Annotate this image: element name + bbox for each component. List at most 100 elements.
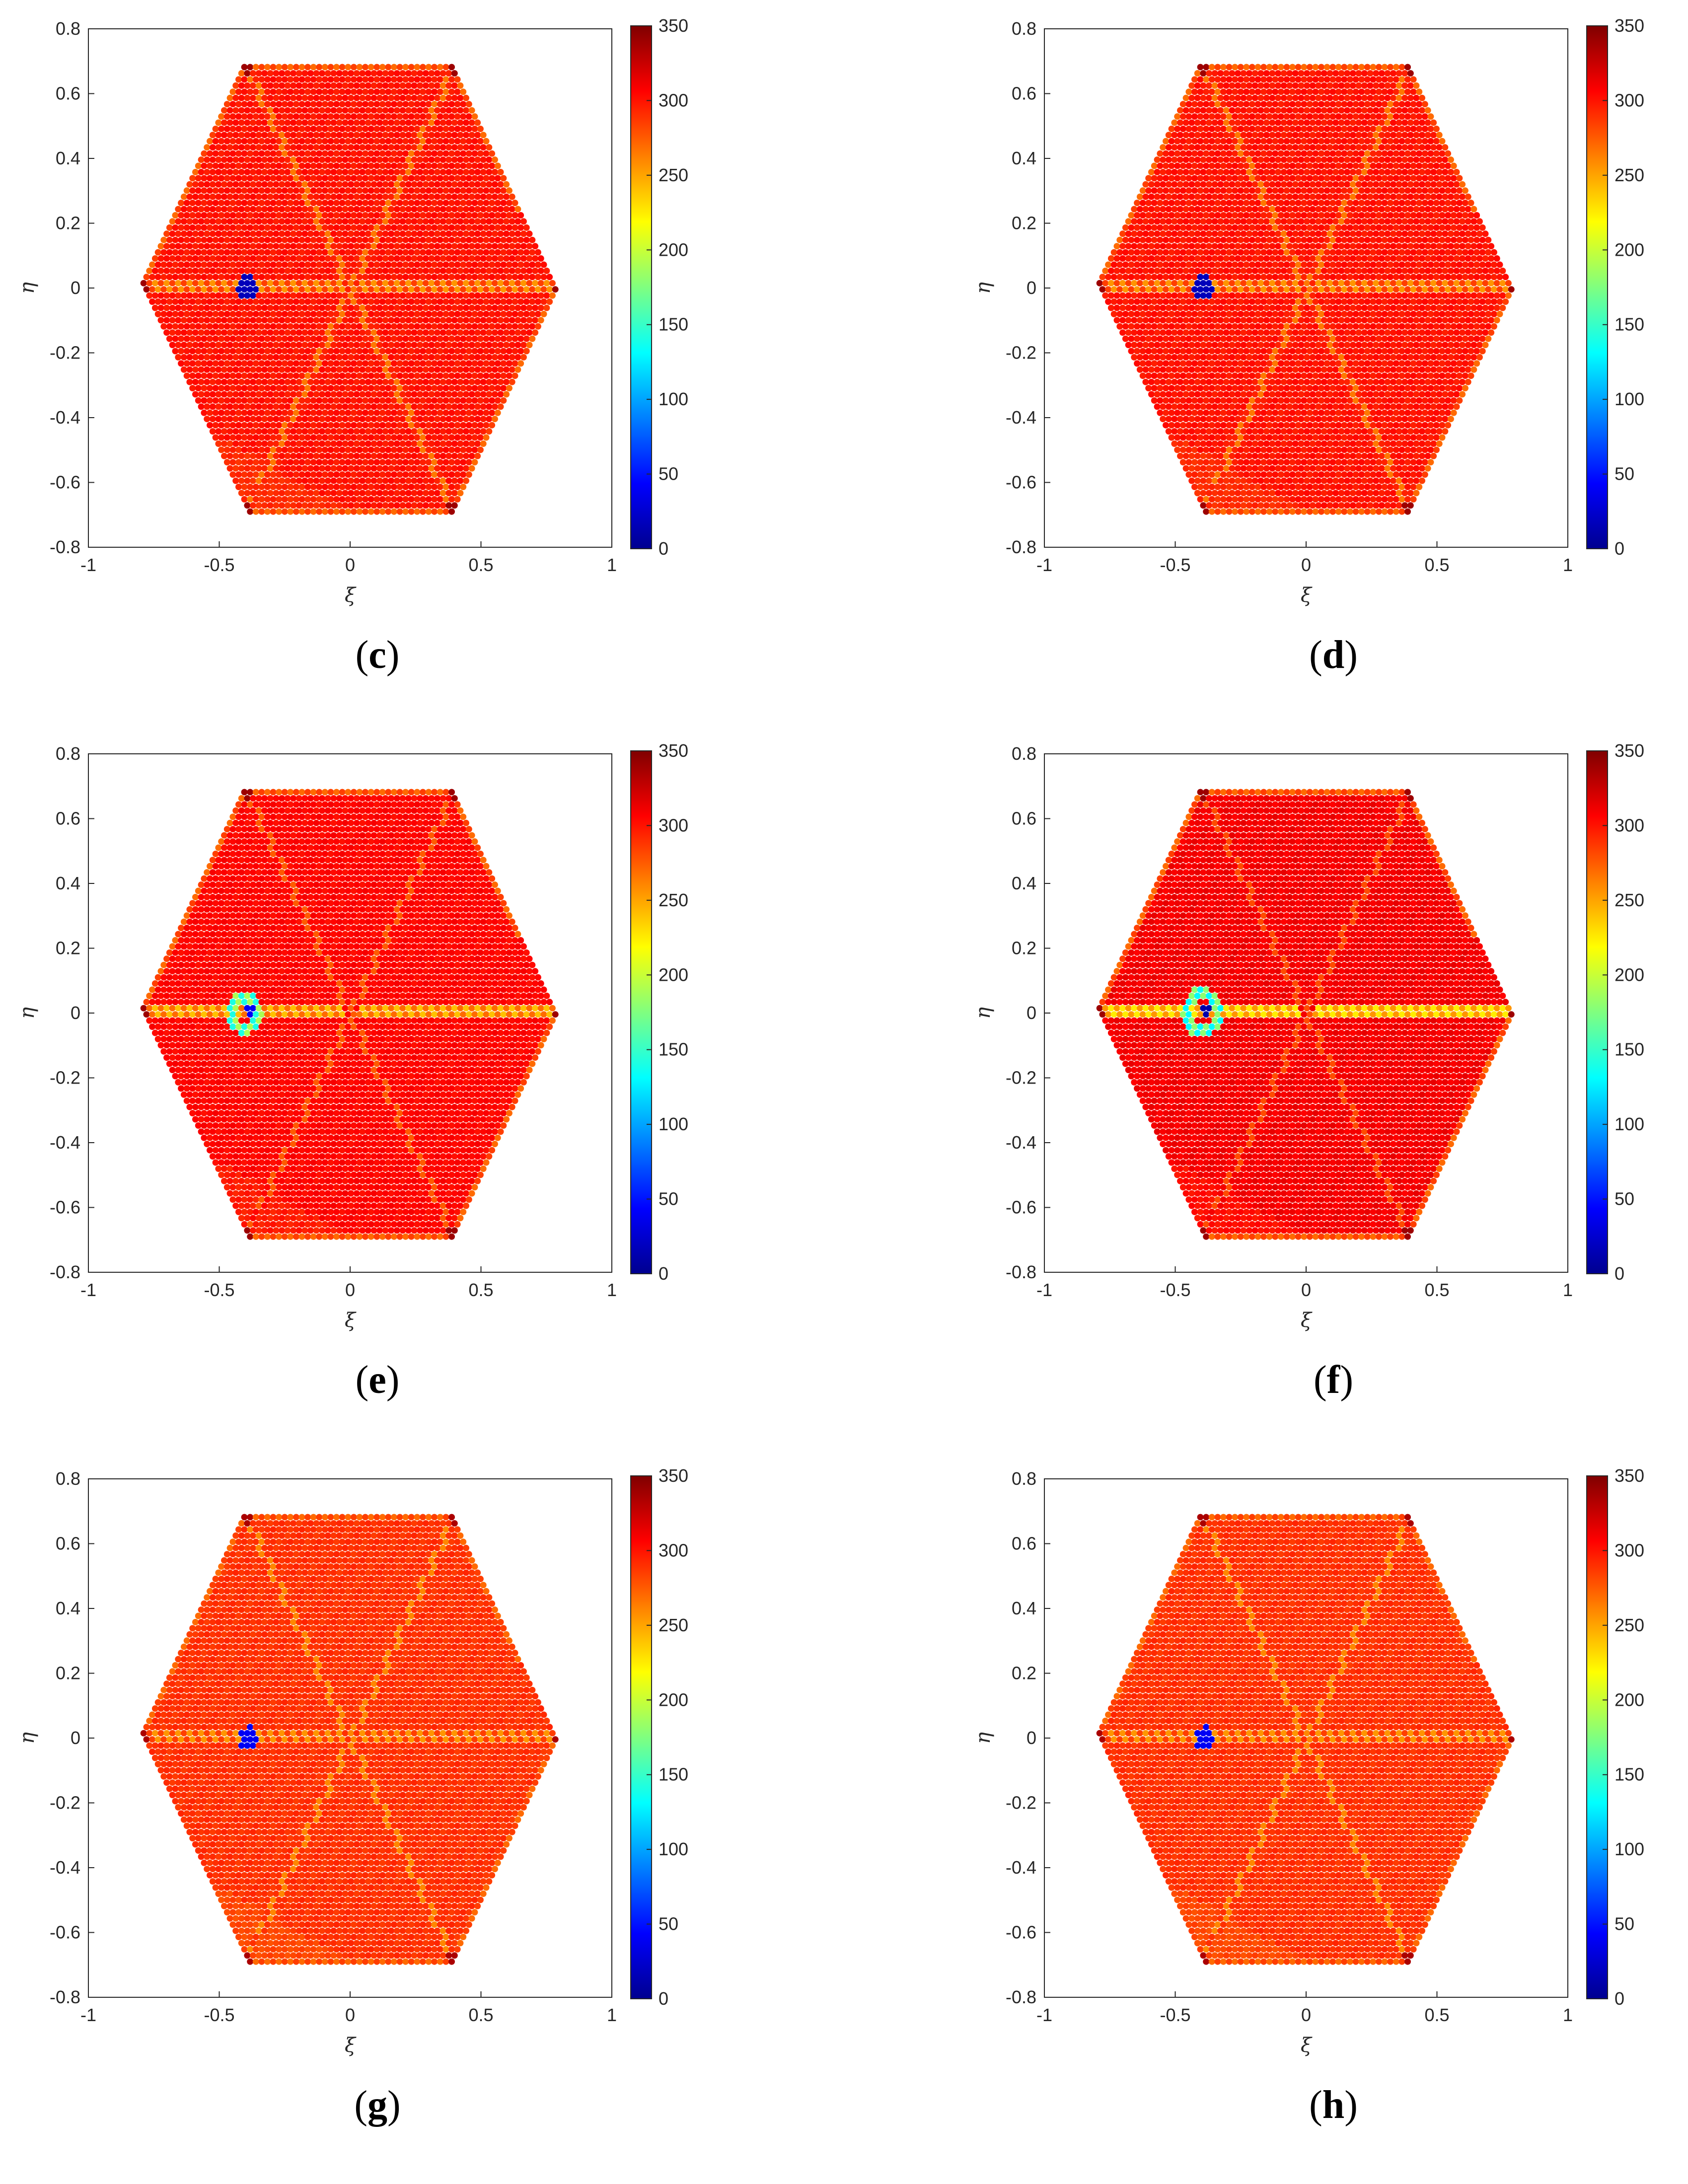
heatmap-cell: [256, 366, 262, 373]
heatmap-cell: [405, 317, 412, 323]
heatmap-cell: [423, 478, 429, 484]
heatmap-cell: [354, 194, 360, 200]
heatmap-cell: [270, 249, 277, 256]
heatmap-cell: [362, 422, 368, 429]
heatmap-cell: [373, 224, 380, 231]
heatmap-cell: [307, 218, 314, 224]
heatmap-cell: [371, 181, 377, 188]
heatmap-cell: [1241, 453, 1247, 459]
heatmap-cell: [399, 280, 406, 287]
heatmap-cell: [428, 194, 435, 200]
heatmap-cell: [428, 366, 435, 373]
heatmap-cell: [1252, 379, 1258, 385]
heatmap-cell: [471, 286, 478, 292]
heatmap-cell: [448, 262, 455, 268]
heatmap-cell: [428, 342, 435, 348]
heatmap-cell: [1376, 435, 1382, 441]
heatmap-cell: [405, 194, 412, 200]
heatmap-cell: [428, 354, 435, 361]
heatmap-cell: [1382, 459, 1388, 465]
heatmap-cell: [1396, 502, 1402, 509]
heatmap-cell: [273, 416, 279, 422]
heatmap-cell: [486, 329, 492, 336]
heatmap-cell: [1307, 410, 1313, 416]
heatmap-cell: [1407, 465, 1414, 472]
heatmap-cell: [426, 422, 432, 429]
heatmap-cell: [235, 126, 242, 132]
heatmap-cell: [414, 175, 420, 181]
heatmap-cell: [273, 82, 279, 89]
heatmap-cell: [402, 446, 409, 453]
heatmap-cell: [224, 126, 230, 132]
heatmap-cell: [362, 175, 368, 181]
heatmap-cell: [426, 311, 432, 317]
heatmap-cell: [282, 138, 288, 145]
heatmap-cell: [322, 163, 328, 169]
heatmap-cell: [250, 305, 256, 311]
heatmap-cell: [241, 150, 248, 157]
heatmap-cell: [1404, 397, 1411, 404]
heatmap-cell: [1427, 435, 1434, 441]
heatmap-cell: [371, 416, 377, 422]
heatmap-cell: [1180, 459, 1186, 465]
heatmap-cell: [322, 323, 328, 330]
heatmap-cell: [238, 478, 245, 484]
heatmap-cell: [414, 385, 420, 391]
heatmap-cell: [460, 237, 466, 243]
heatmap-cell: [394, 169, 400, 175]
heatmap-cell: [238, 206, 245, 213]
heatmap-cell: [405, 305, 412, 311]
heatmap-cell: [232, 156, 239, 163]
heatmap-cell: [1183, 453, 1189, 459]
heatmap-cell: [1301, 471, 1307, 478]
heatmap-cell: [175, 317, 181, 323]
heatmap-cell: [414, 336, 420, 342]
heatmap-cell: [290, 156, 296, 163]
heatmap-cell: [301, 120, 308, 126]
heatmap-cell: [172, 298, 179, 305]
heatmap-cell: [261, 218, 268, 224]
heatmap-cell: [198, 391, 205, 398]
heatmap-cell: [330, 354, 337, 361]
heatmap-cell: [394, 280, 400, 287]
heatmap-cell: [310, 200, 317, 206]
heatmap-cell: [408, 435, 415, 441]
heatmap-cell: [1203, 446, 1209, 453]
heatmap-cell: [1275, 391, 1281, 398]
heatmap-cell: [253, 372, 259, 379]
heatmap-cell: [270, 298, 277, 305]
heatmap-cell: [391, 446, 397, 453]
heatmap-cell: [1212, 502, 1218, 509]
heatmap-cell: [287, 311, 294, 317]
heatmap-cell: [351, 435, 357, 441]
heatmap-cell: [215, 403, 221, 410]
heatmap-cell: [273, 379, 279, 385]
heatmap-cell: [399, 440, 406, 447]
heatmap-cell: [201, 200, 207, 206]
heatmap-cell: [460, 446, 466, 453]
heatmap-cell: [178, 360, 184, 366]
heatmap-cell: [244, 317, 250, 323]
heatmap-cell: [382, 379, 389, 385]
heatmap-cell: [408, 163, 415, 169]
heatmap-cell: [509, 243, 515, 249]
heatmap-cell: [267, 478, 274, 484]
heatmap-cell: [431, 484, 438, 490]
heatmap-cell: [296, 206, 302, 213]
heatmap-cell: [250, 490, 256, 496]
heatmap-cell: [397, 175, 403, 181]
heatmap-cell: [218, 187, 224, 194]
heatmap-cell: [362, 410, 368, 416]
heatmap-cell: [345, 509, 351, 515]
heatmap-cell: [489, 200, 495, 206]
heatmap-cell: [282, 385, 288, 391]
heatmap-cell: [483, 422, 490, 429]
heatmap-cell: [454, 484, 461, 490]
heatmap-cell: [517, 336, 524, 342]
heatmap-cell: [368, 200, 374, 206]
heatmap-cell: [354, 428, 360, 435]
heatmap-cell: [382, 478, 389, 484]
heatmap-cell: [238, 230, 245, 237]
heatmap-cell: [454, 249, 461, 256]
heatmap-cell: [371, 156, 377, 163]
